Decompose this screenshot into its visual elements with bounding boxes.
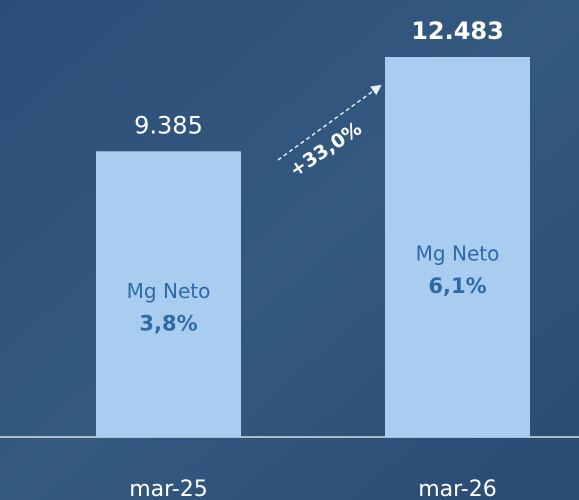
bar — [96, 151, 241, 437]
inner-label: Mg Neto — [127, 279, 211, 303]
bar — [385, 57, 530, 437]
value-label: 12.483 — [411, 17, 504, 45]
x-tick-label: mar-25 — [129, 477, 207, 500]
value-label: 9.385 — [134, 111, 203, 139]
inner-value: 6,1% — [428, 274, 486, 298]
growth-arrow — [277, 84, 382, 161]
inner-label: Mg Neto — [416, 242, 500, 266]
inner-value: 3,8% — [139, 312, 197, 336]
x-tick-label: mar-26 — [418, 477, 496, 500]
